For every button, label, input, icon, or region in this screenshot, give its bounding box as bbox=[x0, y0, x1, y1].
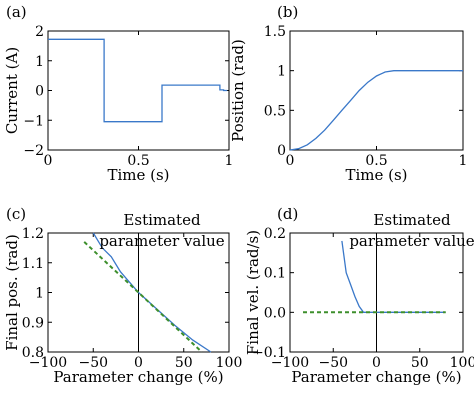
series-line bbox=[48, 38, 228, 123]
y-axis-label: Final pos. (rad) bbox=[3, 234, 21, 351]
x-tick-label: 50 bbox=[411, 355, 429, 371]
panel-label: (c) bbox=[6, 205, 26, 223]
annotation-line-2: parameter value bbox=[99, 232, 224, 250]
panel-label: (d) bbox=[277, 205, 298, 223]
x-axis-label: Parameter change (%) bbox=[53, 368, 223, 386]
x-tick-label: 0 bbox=[286, 153, 295, 169]
x-tick-label: 0.5 bbox=[365, 153, 387, 169]
x-tick-label: 0 bbox=[44, 153, 53, 169]
y-tick-label: 0.0 bbox=[264, 305, 286, 321]
y-tick-label: −2 bbox=[23, 143, 44, 159]
x-axis-label: Time (s) bbox=[107, 166, 169, 184]
x-tick-label: −100 bbox=[29, 355, 67, 371]
y-axis-label: Final vel. (rad/s) bbox=[244, 230, 262, 355]
y-tick-label: −1 bbox=[23, 113, 44, 129]
x-tick-label: 0 bbox=[134, 355, 143, 371]
y-axis-label: Current (A) bbox=[3, 47, 21, 134]
y-tick-label: 0.5 bbox=[264, 103, 286, 119]
panel-label: (b) bbox=[277, 3, 298, 21]
y-tick-label: 0.2 bbox=[264, 226, 286, 242]
x-tick-label: 0.5 bbox=[127, 153, 149, 169]
y-tick-label: 1 bbox=[35, 54, 44, 70]
x-tick-label: 1 bbox=[225, 153, 234, 169]
x-tick-label: −50 bbox=[78, 355, 108, 371]
y-tick-label: 0 bbox=[35, 84, 44, 100]
panel-label: (a) bbox=[6, 3, 27, 21]
x-tick-label: −50 bbox=[318, 355, 348, 371]
annotation-line-1: Estimated bbox=[373, 211, 451, 229]
x-tick-label: 50 bbox=[175, 355, 193, 371]
x-axis-label: Time (s) bbox=[345, 166, 407, 184]
panel-b: 0 0.5 1 0 0.5 1 1.5 (b) Time (s) Position (rad) bbox=[229, 3, 467, 184]
x-axis-label: Parameter change (%) bbox=[291, 368, 461, 386]
x-tick-label: −100 bbox=[271, 355, 309, 371]
axes-frame bbox=[47, 30, 230, 151]
series-line bbox=[92, 232, 212, 353]
x-tick-label: 0 bbox=[372, 355, 381, 371]
x-tick-label: 100 bbox=[216, 355, 243, 371]
y-tick-label: 1 bbox=[277, 64, 286, 80]
panel-c: −100 −50 0 50 100 0.8 0.9 1 1.1 1.2 (c) Parameter c… bbox=[3, 205, 242, 386]
y-tick-label: 1 bbox=[35, 286, 44, 302]
y-tick-label: 0.8 bbox=[22, 345, 44, 361]
series-line bbox=[341, 240, 446, 313]
annotation-line-1: Estimated bbox=[123, 211, 201, 229]
y-tick-label: 0 bbox=[277, 143, 286, 159]
panel-a: 0 0.5 1 −2 −1 0 1 2 (a) Time (s) Current (A) bbox=[3, 3, 233, 184]
dashed-series-line bbox=[83, 241, 203, 353]
y-tick-label: 2 bbox=[35, 24, 44, 40]
y-tick-label: 0.1 bbox=[264, 266, 286, 282]
y-tick-label: −0.1 bbox=[252, 345, 286, 361]
y-tick-label: 1.2 bbox=[22, 226, 44, 242]
panel-d: −100 −50 0 50 100 −0.1 0.0 0.1 0.2 (d) Parameter c… bbox=[244, 205, 474, 386]
x-tick-label: 100 bbox=[450, 355, 474, 371]
axes-frame bbox=[289, 30, 464, 151]
y-tick-label: 1.1 bbox=[22, 256, 44, 272]
y-tick-label: 0.9 bbox=[22, 315, 44, 331]
y-axis-label: Position (rad) bbox=[229, 39, 247, 142]
series-line bbox=[289, 70, 463, 151]
x-tick-label: 1 bbox=[459, 153, 468, 169]
annotation-line-2: parameter value bbox=[349, 232, 474, 250]
y-tick-label: 1.5 bbox=[264, 24, 286, 40]
